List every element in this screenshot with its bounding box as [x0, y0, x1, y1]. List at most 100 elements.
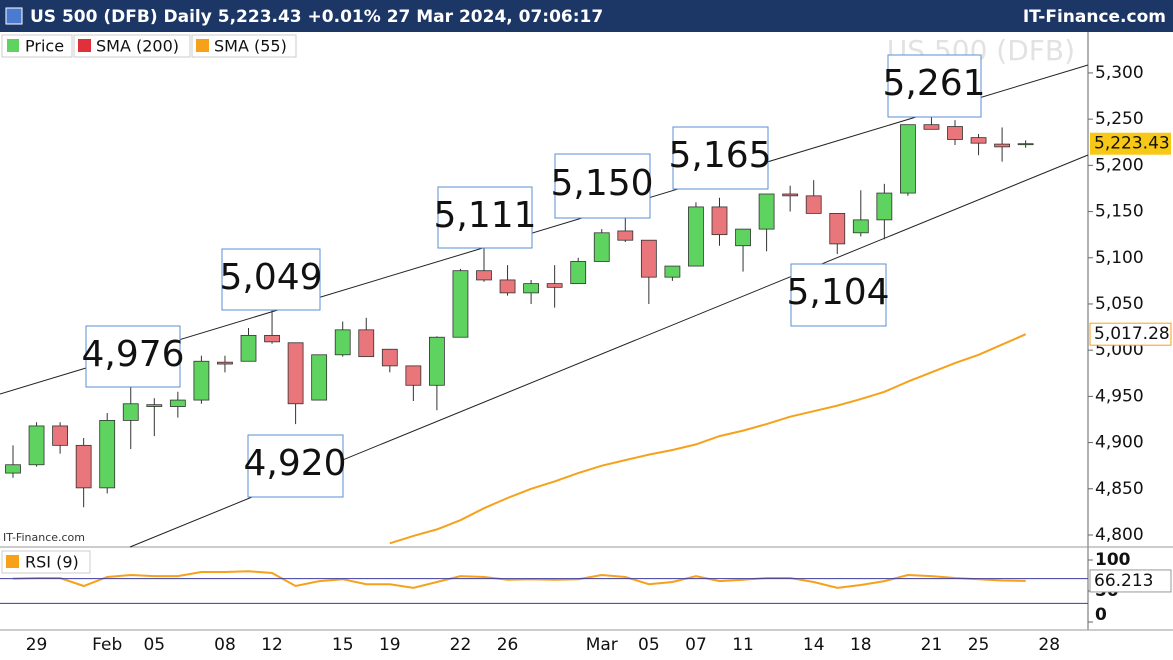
candle-body [805, 195, 822, 214]
rsi-tick-label: 0 [1095, 605, 1107, 625]
annotation: 5,165 [668, 135, 771, 176]
logo-icon [5, 7, 23, 25]
x-tick-label: 05 [143, 635, 165, 655]
chart-title: US 500 (DFB) Daily 5,223.43 +0.01% 27 Ma… [30, 7, 603, 27]
annotation: 5,111 [433, 195, 536, 236]
sma-label-box [1089, 322, 1172, 346]
candle-body [476, 270, 492, 281]
x-tick-label: 14 [803, 635, 825, 655]
source: IT-Finance.com [3, 531, 85, 544]
x-tick-label: 29 [26, 635, 48, 655]
annotation: 5,049 [219, 257, 322, 298]
legend-swatch [7, 39, 19, 52]
candle-body [169, 399, 186, 407]
candle-body [75, 444, 92, 489]
rsi-label-box [1089, 569, 1172, 593]
x-tick-label: 18 [850, 635, 872, 655]
candle-body [381, 348, 398, 367]
legend-box[interactable] [1, 550, 91, 574]
candle-body [947, 126, 963, 140]
legend-box[interactable] [1, 34, 73, 58]
candle-body [428, 336, 445, 386]
x-tick-label: 12 [261, 635, 283, 655]
y-tick-label: 5,250 [1095, 109, 1144, 129]
x-tick-label: Feb [92, 635, 122, 655]
annotation: 4,976 [81, 334, 184, 375]
y-tick-label: 5,200 [1095, 155, 1144, 175]
annotation-box [554, 153, 651, 219]
annotations: 4,976 5,049 5,111 5,150 5,165 5,261 5,10… [81, 54, 986, 498]
candle-body [900, 124, 916, 194]
y-tick-label: 4,800 [1095, 525, 1144, 545]
price-label: 5,223.43 [1094, 134, 1170, 154]
candle-body [640, 239, 657, 278]
candle-body [593, 232, 610, 262]
candle-body [523, 283, 539, 294]
x-tick-label: 26 [497, 635, 519, 655]
legend-label: SMA (200) [96, 37, 179, 56]
trend-line [0, 64, 1089, 395]
legend-swatch [196, 39, 209, 52]
legend-label: RSI (9) [25, 553, 79, 572]
candle-body [994, 143, 1010, 148]
candle-body [688, 206, 704, 267]
candle-body [405, 365, 422, 386]
brand[interactable]: IT-Finance.com [1023, 7, 1166, 27]
candle-body [852, 219, 869, 234]
candle-body [28, 425, 45, 466]
legend-swatch [6, 555, 19, 568]
y-tick-label: 5,300 [1095, 63, 1144, 83]
candle-body [782, 193, 799, 197]
annotation-box [247, 434, 344, 498]
candle-body [5, 464, 21, 474]
candle-body [829, 213, 846, 245]
candle-body [264, 334, 280, 343]
annotation-box [887, 54, 982, 118]
x-tick-label: 05 [638, 635, 660, 655]
x-tick-label: 19 [379, 635, 401, 655]
candle-body [664, 265, 681, 278]
y-tick-label: 5,100 [1095, 248, 1144, 268]
annotation-box [221, 248, 321, 311]
candle-body [146, 404, 163, 407]
legend: Price SMA (200) SMA (55) [1, 34, 297, 58]
rsi-line [12, 570, 1026, 589]
legend-label: SMA (55) [214, 37, 287, 56]
annotation-box [672, 126, 769, 190]
price-label-box [1090, 132, 1171, 155]
annotation: 5,150 [550, 163, 653, 204]
rsi-label: 66.213 [1094, 571, 1153, 591]
sma-line [389, 333, 1027, 545]
candle-body [570, 261, 587, 285]
x-tick-label: 15 [332, 635, 354, 655]
x-tick-label: 21 [921, 635, 943, 655]
candle-body [193, 360, 210, 401]
plot [5, 108, 1034, 589]
candle-body [52, 425, 68, 446]
annotation-box [85, 325, 181, 388]
candle-body [240, 334, 257, 362]
annotation-box [790, 263, 887, 327]
candle-body [1017, 143, 1034, 146]
x-tick-label: 22 [450, 635, 472, 655]
candle-body [99, 419, 116, 489]
legend-swatch [78, 39, 91, 52]
candle-body [122, 403, 139, 421]
x-tick-label: 28 [1038, 635, 1060, 655]
sma-label: 5,017.28 [1094, 324, 1170, 344]
candle-body [711, 206, 728, 236]
legend-box[interactable] [191, 34, 297, 58]
annotation: 5,261 [882, 63, 985, 104]
candle-body [546, 283, 563, 288]
candle-body [452, 270, 469, 338]
candle-body [358, 329, 375, 358]
candle-body [617, 230, 634, 241]
x-tick-label: Mar [586, 635, 618, 655]
legend-box[interactable] [73, 34, 191, 58]
candle-body [735, 228, 751, 247]
y-tick-label: 4,900 [1095, 433, 1144, 453]
legend-label: Price [25, 37, 64, 56]
x-tick-label: 08 [214, 635, 236, 655]
candle-body [217, 361, 233, 365]
